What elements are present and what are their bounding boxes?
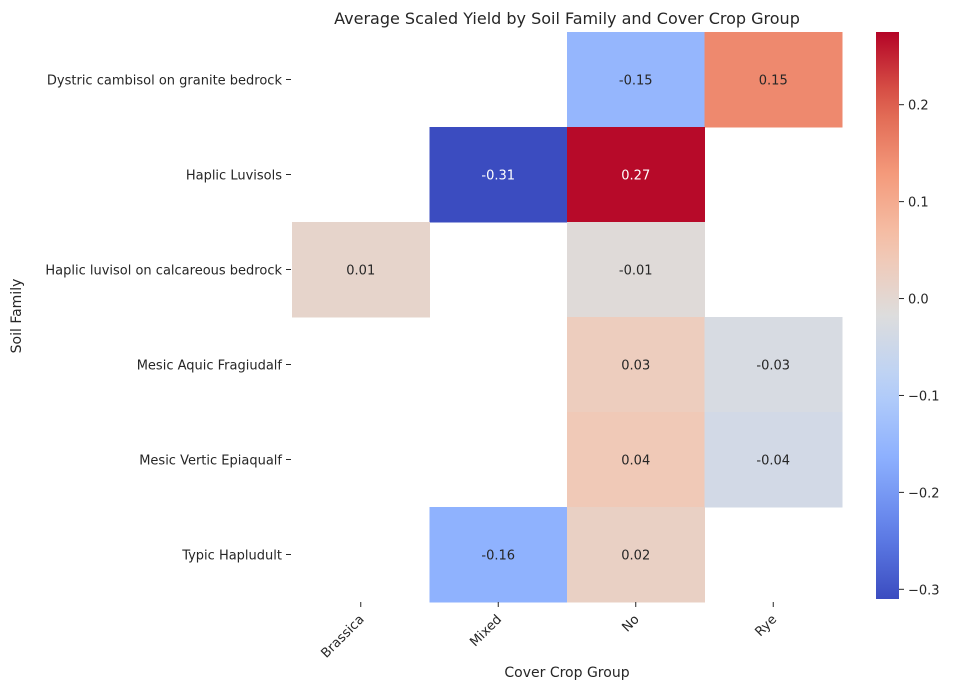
heatmap-cell xyxy=(567,32,705,128)
x-tick-labels: Brassica Mixed No Rye xyxy=(318,602,780,661)
colorbar-tick-label: 0.1 xyxy=(908,196,929,211)
heatmap-cell xyxy=(567,412,705,508)
colorbar: −0.3 −0.2 −0.1 0.0 0.1 0.2 xyxy=(876,32,940,599)
heatmap-cells: -0.15 0.15 -0.31 0.27 0.01 -0.01 0.03 -0.03 0.04… xyxy=(292,32,843,603)
heatmap-cell xyxy=(567,507,705,603)
colorbar-tick-label: −0.1 xyxy=(908,389,940,404)
colorbar-tick-label: −0.3 xyxy=(908,583,940,598)
cell-value-label: -0.03 xyxy=(756,359,790,374)
heatmap-cell xyxy=(292,222,430,318)
cell-value-label: -0.01 xyxy=(619,264,653,279)
y-tick-label: Haplic luvisol on calcareous bedrock xyxy=(45,264,282,279)
cell-value-label: 0.27 xyxy=(621,169,650,184)
heatmap-cell xyxy=(429,127,568,223)
y-tick-label: Mesic Aquic Fragiudalf xyxy=(137,359,283,374)
heatmap-cell xyxy=(429,507,568,603)
x-tick-label: Mixed xyxy=(467,612,505,650)
heatmap-cell xyxy=(567,222,705,318)
heatmap-cell xyxy=(704,412,843,508)
cell-value-label: 0.04 xyxy=(621,454,650,469)
chart-title: Average Scaled Yield by Soil Family and … xyxy=(334,9,800,28)
cell-value-label: 0.02 xyxy=(621,549,650,564)
y-tick-labels: Dystric cambisol on granite bedrock Hapli… xyxy=(45,74,291,564)
heatmap-cell xyxy=(567,317,705,413)
x-tick-label: Brassica xyxy=(318,612,367,661)
cell-value-label: 0.01 xyxy=(346,264,375,279)
heatmap-cell xyxy=(704,317,843,413)
colorbar-gradient xyxy=(876,32,899,599)
y-tick-label: Dystric cambisol on granite bedrock xyxy=(47,74,283,89)
cell-value-label: -0.31 xyxy=(481,169,515,184)
cell-value-label: 0.15 xyxy=(759,74,788,89)
heatmap-cell xyxy=(567,127,705,223)
x-tick-label: Rye xyxy=(752,612,780,640)
heatmap-cell xyxy=(704,32,843,128)
cell-value-label: -0.16 xyxy=(481,549,515,564)
cell-value-label: 0.03 xyxy=(621,359,650,374)
x-axis-label: Cover Crop Group xyxy=(504,665,629,681)
colorbar-tick-label: −0.2 xyxy=(908,486,940,501)
y-tick-label: Haplic Luvisols xyxy=(186,169,282,184)
colorbar-tick-label: 0.0 xyxy=(908,293,929,308)
x-tick-label: No xyxy=(619,612,642,635)
y-axis-label: Soil Family xyxy=(9,279,25,354)
cell-value-label: -0.15 xyxy=(619,74,653,89)
y-tick-label: Typic Hapludult xyxy=(181,549,282,564)
y-tick-label: Mesic Vertic Epiaqualf xyxy=(139,454,282,469)
colorbar-tick-label: 0.2 xyxy=(908,99,929,114)
cell-value-label: -0.04 xyxy=(756,454,790,469)
